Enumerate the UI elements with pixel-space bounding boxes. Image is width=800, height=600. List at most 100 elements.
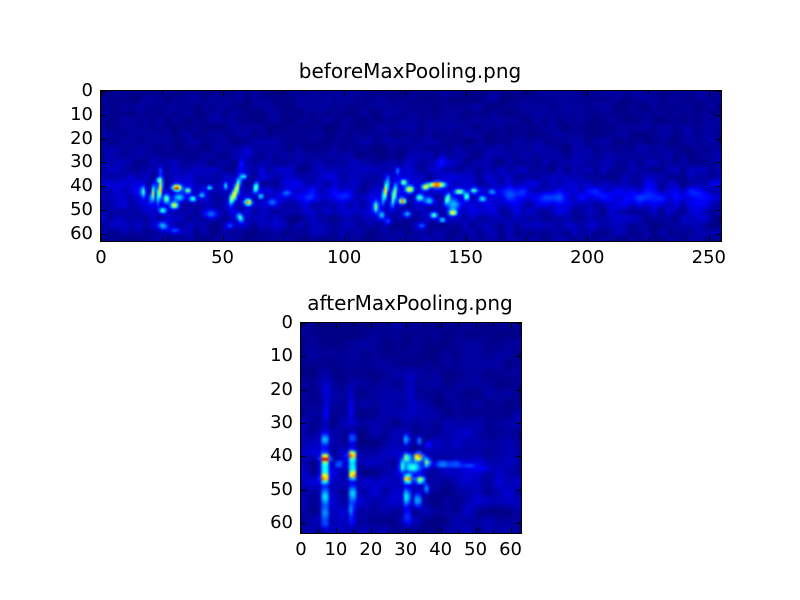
tick-mark [101,233,106,235]
tick-mark [516,489,521,491]
tick-mark [465,91,467,96]
x-tick-label: 200 [570,247,605,268]
x-tick-label: 30 [394,539,418,560]
x-tick-label: 150 [448,247,483,268]
y-tick-label: 10 [270,345,293,367]
tick-mark [458,530,460,533]
tick-mark [404,238,406,241]
tick-mark [708,236,710,241]
heatmap-canvas-before [101,91,721,241]
tick-mark [587,236,589,241]
tick-mark [301,489,306,491]
tick-mark [101,162,106,164]
tick-mark [222,236,224,241]
y-tick-label: 50 [270,478,293,500]
tick-mark [388,323,390,326]
y-tick-label: 20 [70,127,93,149]
tick-mark [440,528,442,533]
tick-mark [716,186,721,188]
tick-mark [716,233,721,235]
y-tick-label: 60 [270,512,293,534]
tick-mark [475,323,477,328]
tick-mark [301,523,306,524]
heatmap-canvas-after [301,323,521,533]
x-tick-label: 40 [429,539,453,560]
tick-mark [405,528,407,533]
tick-mark [388,530,390,533]
tick-mark [493,530,495,533]
tick-mark [301,423,306,424]
tick-mark [493,323,495,326]
tick-mark [353,323,355,326]
x-tick-label: 0 [295,539,307,560]
axes-before-max-pooling: 0 50 100 150 200 250 0 10 20 30 40 50 60 [70,80,726,268]
y-tick-label: 20 [270,378,293,400]
tick-mark [301,389,306,391]
tick-mark [516,523,521,524]
tick-mark [101,186,106,188]
tick-mark [335,323,337,328]
tick-mark [161,238,163,241]
tick-mark [716,114,721,116]
tick-mark [101,138,106,140]
tick-mark [370,528,372,533]
tick-mark [405,323,407,328]
x-tick-label: 250 [691,247,727,268]
tick-mark [222,91,224,96]
tick-mark [404,91,406,94]
y-tick-label: 50 [70,199,93,221]
x-tick-label: 10 [324,539,348,560]
tick-mark [101,210,106,212]
axes-after-max-pooling: 0 10 20 30 40 50 60 0 10 20 30 40 50 60 [270,312,522,560]
tick-mark [440,323,442,328]
y-tick-label: 0 [81,80,93,102]
tick-mark [423,323,425,326]
tick-mark [716,210,721,212]
chart-title-after: afterMaxPooling.png [307,291,513,315]
y-tick-label: 10 [70,103,93,125]
tick-mark [335,528,337,533]
tick-mark [587,91,589,96]
tick-mark [101,236,102,241]
chart-title-before: beforeMaxPooling.png [298,59,522,83]
tick-mark [301,528,302,533]
tick-mark [353,530,355,533]
tick-mark [423,530,425,533]
x-tick-label: 100 [326,247,362,268]
x-tick-label: 0 [95,247,107,268]
tick-mark [344,91,346,96]
y-tick-label: 0 [281,312,293,334]
y-tick-label: 30 [270,412,293,434]
tick-mark [301,456,306,458]
tick-mark [516,456,521,458]
tick-mark [716,162,721,164]
x-tick-label: 50 [464,539,488,560]
tick-mark [318,323,320,326]
tick-mark [283,238,285,241]
tick-mark [344,236,346,241]
tick-mark [301,323,302,328]
tick-mark [708,91,710,96]
y-tick-label: 40 [70,175,93,197]
tick-mark [510,323,512,328]
x-tick-label: 20 [359,539,383,560]
tick-mark [526,238,528,241]
tick-mark [526,91,528,94]
tick-mark [716,91,721,92]
y-tick-label: 60 [70,222,93,244]
tick-mark [101,91,102,96]
y-tick-label: 40 [270,445,293,467]
tick-mark [301,323,306,324]
tick-mark [716,138,721,140]
tick-mark [318,530,320,533]
tick-mark [465,236,467,241]
tick-mark [458,323,460,326]
tick-mark [301,356,306,358]
tick-mark [283,91,285,94]
tick-mark [510,528,512,533]
tick-mark [161,91,163,94]
tick-mark [648,91,650,94]
tick-mark [370,323,372,328]
tick-mark [101,114,106,116]
